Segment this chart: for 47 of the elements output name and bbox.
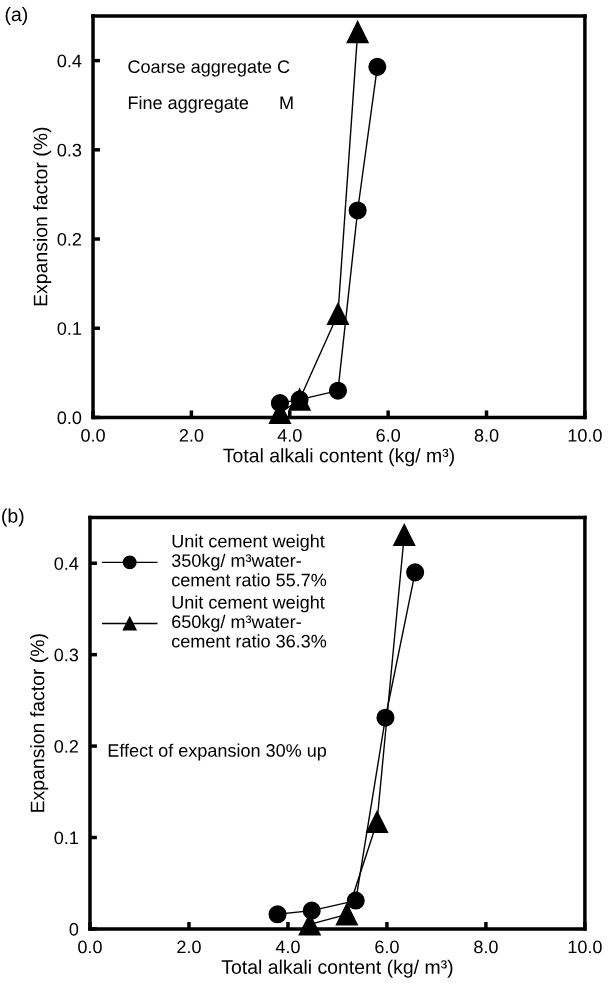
annotation: Coarse aggregate C [128,60,290,77]
y-tick-label: 0.4 [57,54,82,68]
point [346,891,365,910]
point [335,903,358,926]
x-tick-label: 6.0 [376,429,400,442]
y-tick-label: 0.1 [57,322,82,335]
x-tick-label: 10.0 [568,429,602,442]
point [365,810,389,834]
y-tick-label: 0.3 [54,648,79,662]
x-tick-label: 6.0 [375,940,399,954]
point [348,201,367,220]
y-tick-label: 0.0 [57,411,82,425]
x-axis-title: Total alkali content (kg/ m³) [221,959,453,978]
annotation: Fine aggregate M [128,95,293,113]
y-tick-label: 0.3 [57,143,82,157]
point [328,381,348,400]
y-tick-label: 0.2 [54,740,78,753]
x-tick-label: 10.0 [568,940,602,954]
point [406,563,425,582]
point [393,523,416,546]
point [368,57,387,76]
point [346,20,369,44]
x-tick-label: 4.0 [275,940,300,954]
point [376,708,395,727]
y-axis-title: Expansion factor (%) [33,127,52,306]
x-tick-label: 8.0 [474,429,499,442]
chart-title: (b) [2,508,24,527]
y-tick-label: 0 [69,922,79,936]
x-axis-title: Total alkali content (kg/ m³) [223,448,454,467]
legend-label: Unit cement weight 650kg/ m³water- cement ratio 36.3% [172,595,327,648]
x-tick-label: 4.0 [277,429,302,442]
point [268,905,287,924]
x-tick-label: 0.0 [78,940,102,954]
y-tick-label: 0.1 [54,831,78,845]
y-tick-label: 0.4 [54,557,79,570]
point [270,394,289,413]
x-tick-label: 0.0 [81,429,105,442]
y-tick-label: 0.2 [57,232,82,246]
x-tick-label: 2.0 [179,429,204,442]
x-tick-label: 8.0 [474,940,498,954]
y-axis-title: Expansion factor (%) [30,634,49,812]
point [302,901,321,920]
point [326,302,350,326]
legend-label: Unit cement weight 350kg/ m³water- cement ratio 55.7% [171,534,327,587]
annotation: Effect of expansion 30% up [108,743,327,761]
chart-title: (a) [5,6,28,26]
x-tick-label: 2.0 [177,940,201,954]
